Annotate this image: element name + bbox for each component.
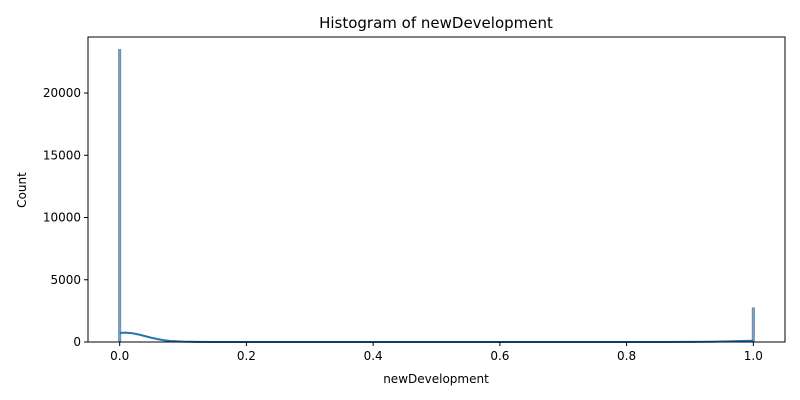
x-tick-label: 0.4 bbox=[364, 349, 383, 363]
y-tick-label: 0 bbox=[73, 335, 81, 349]
kde-line bbox=[119, 331, 754, 343]
x-axis-label: newDevelopment bbox=[383, 372, 489, 386]
y-tick-label: 10000 bbox=[43, 211, 81, 225]
x-tick-label: 0.8 bbox=[617, 349, 636, 363]
histogram-bar-1 bbox=[751, 307, 755, 343]
y-axis-label: Count bbox=[15, 172, 29, 208]
chart-title: Histogram of newDevelopment bbox=[319, 14, 553, 32]
plot-area: 0.0 0.2 0.4 0.6 0.8 1.0 0 5000 10000 15000 20000 bbox=[43, 36, 786, 363]
plot-frame bbox=[87, 36, 786, 343]
x-tick-label: 0.0 bbox=[110, 349, 129, 363]
histogram-bar-0 bbox=[118, 49, 122, 343]
y-tick-label: 5000 bbox=[50, 273, 81, 287]
x-tick-label: 0.2 bbox=[237, 349, 256, 363]
x-tick-label: 0.6 bbox=[490, 349, 509, 363]
y-tick-label: 20000 bbox=[43, 86, 81, 100]
y-tick-label: 15000 bbox=[43, 148, 81, 162]
x-tick-label: 1.0 bbox=[744, 349, 763, 363]
